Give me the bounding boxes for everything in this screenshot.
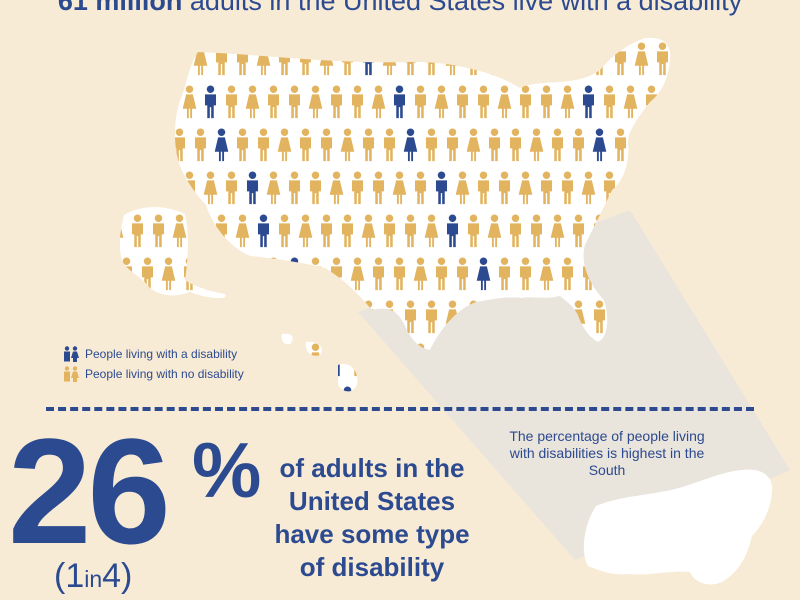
person-icon-gold: [162, 85, 175, 119]
person-icon-gold: [194, 386, 207, 392]
page-title: 61 million adults in the United States l…: [0, 0, 800, 17]
person-icon-gold: [571, 42, 586, 76]
ratio-text: (1in4): [54, 556, 132, 599]
person-icon-gold: [508, 42, 523, 76]
person-icon-gold: [403, 386, 418, 392]
person-icon-blue: [624, 171, 637, 205]
person-icon-gold: [666, 85, 671, 119]
person-icon-blue: [64, 346, 79, 362]
person-icon-gold: [530, 42, 543, 76]
south-note: The percentage of people living with dis…: [509, 428, 705, 478]
person-icon-gold: [666, 171, 671, 205]
person-icon-blue: [173, 42, 186, 76]
person-icon-gold: [130, 42, 145, 76]
person-icon-gold: [236, 386, 249, 392]
person-icon-blue: [299, 300, 312, 334]
south-region-map: [583, 469, 773, 585]
person-icon-gold: [151, 128, 166, 162]
person-icon-gold: [131, 128, 144, 162]
person-icon-gold: [635, 128, 648, 162]
person-icon-gold: [152, 42, 165, 76]
percent-sign: %: [192, 426, 262, 514]
person-icon-gold: [140, 171, 155, 205]
person-icon-gold: [267, 343, 280, 377]
stat-description: of adults in the United States have some…: [274, 453, 470, 582]
legend-item-disability: People living with a disability: [62, 344, 244, 364]
legend-item-no-disability: People living with no disability: [62, 364, 244, 384]
legend: People living with a disability People l…: [62, 344, 244, 384]
person-icon-gold: [383, 386, 396, 392]
person-icon-gold: [488, 42, 501, 76]
person-icon-gold: [656, 214, 669, 248]
person-icon-gold: [215, 300, 228, 334]
person-icon-gold: [236, 300, 249, 334]
person-icon-blue: [551, 42, 564, 76]
person-icon-blue: [340, 386, 355, 392]
person-icon-gold: [119, 42, 123, 76]
percent-number: 26: [8, 407, 171, 575]
person-icon-gold: [246, 257, 259, 291]
person-icon-gold: [362, 386, 375, 392]
person-icon-gold: [319, 300, 334, 334]
person-icon-gold: [288, 343, 301, 377]
person-icon-gold: [152, 300, 165, 334]
ratio-in: in: [84, 566, 103, 592]
dashed-divider: [46, 407, 754, 411]
person-icon-gold: [214, 386, 229, 392]
person-icon-gold: [64, 366, 79, 382]
person-icon-gold: [224, 257, 239, 291]
legend-label-no-disability: People living with no disability: [85, 367, 244, 381]
person-icon-gold: [644, 171, 659, 205]
person-icon-gold: [204, 257, 217, 291]
ratio-open: (1: [54, 557, 85, 595]
person-icon-gold: [141, 85, 154, 119]
person-icon-gold: [267, 257, 280, 291]
person-icon-gold: [162, 171, 175, 205]
person-icon-gold: [245, 343, 260, 377]
person-icon-gold: [119, 128, 123, 162]
person-icon-gold: [257, 386, 270, 392]
person-icon-gold: [278, 300, 291, 334]
legend-label-disability: People living with a disability: [85, 347, 238, 361]
person-icon-gold: [130, 300, 145, 334]
us-map: [119, 37, 671, 392]
person-icon-gold: [256, 300, 271, 334]
person-icon-gold: [173, 386, 186, 392]
person-icon-gold: [193, 300, 208, 334]
person-icon-gold: [299, 386, 312, 392]
title-rest: adults in the United States live with a …: [182, 0, 743, 16]
person-icon-gold: [371, 343, 386, 377]
person-icon-gold: [119, 85, 134, 119]
person-icon-gold: [194, 214, 207, 248]
person-icon-gold: [277, 386, 292, 392]
person-icon-gold: [341, 300, 354, 334]
person-icon-gold: [173, 300, 186, 334]
title-highlight: 61 million: [57, 0, 183, 16]
ratio-close: 4): [102, 557, 133, 595]
person-icon-gold: [655, 128, 670, 162]
person-icon-gold: [120, 171, 133, 205]
person-icon-blue: [119, 300, 123, 334]
person-icon-gold: [320, 386, 333, 392]
